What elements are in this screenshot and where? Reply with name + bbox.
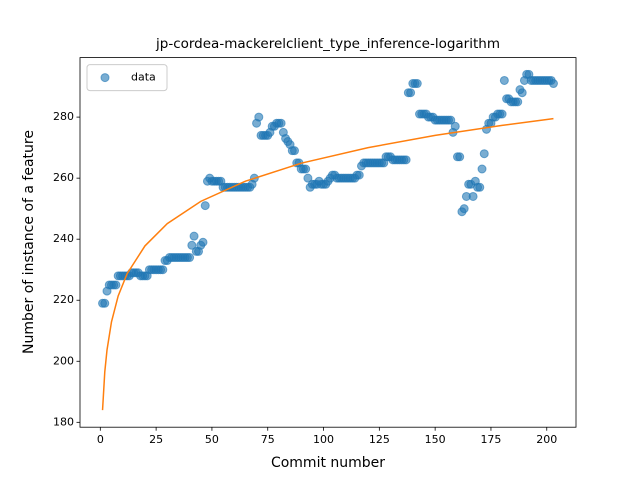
data-point <box>513 97 523 107</box>
legend-label: data <box>131 71 156 84</box>
data-point <box>290 146 300 156</box>
x-tick-label: 100 <box>313 433 334 446</box>
data-point <box>412 79 422 89</box>
chart-title: jp-cordea-mackerelclient_type_inference-… <box>155 36 500 52</box>
data-point <box>254 112 264 122</box>
data-point <box>301 164 311 174</box>
data-point <box>187 240 197 250</box>
x-tick-label: 150 <box>425 433 446 446</box>
legend-marker <box>100 73 110 83</box>
x-axis-label: Commit number <box>271 455 385 471</box>
data-point <box>198 237 208 247</box>
y-tick-label: 260 <box>53 171 74 184</box>
data-point <box>477 164 487 174</box>
data-point <box>158 265 168 275</box>
data-point <box>450 121 460 131</box>
data-point <box>497 109 507 119</box>
data-point <box>189 231 199 241</box>
legend: data <box>86 64 168 92</box>
x-tick-label: 50 <box>205 433 219 446</box>
y-tick-label: 240 <box>53 232 74 245</box>
x-tick-label: 25 <box>149 433 163 446</box>
data-point <box>499 75 509 85</box>
data-point <box>401 155 411 165</box>
y-tick-label: 180 <box>53 415 74 428</box>
y-tick-label: 200 <box>53 354 74 367</box>
legend-box <box>86 64 168 92</box>
y-tick-label: 280 <box>53 110 74 123</box>
x-tick-label: 200 <box>536 433 557 446</box>
data-point <box>446 115 456 125</box>
data-point <box>200 201 210 211</box>
data-point <box>548 79 558 89</box>
data-point <box>459 204 469 214</box>
x-tick-label: 0 <box>97 433 104 446</box>
x-tick-label: 75 <box>261 433 275 446</box>
data-point <box>111 280 121 290</box>
y-axis-label: Number of instance of a feature <box>21 130 37 354</box>
x-tick-label: 125 <box>369 433 390 446</box>
data-point <box>468 191 478 201</box>
plot-frame <box>79 57 577 428</box>
data-point <box>517 88 527 98</box>
data-point <box>185 253 195 263</box>
data-point <box>479 149 489 159</box>
data-point <box>475 182 485 192</box>
x-tick-label: 175 <box>480 433 501 446</box>
data-point <box>455 152 465 162</box>
data-point <box>406 88 416 98</box>
data-point <box>276 118 286 128</box>
data-point <box>303 173 313 183</box>
fit-line <box>101 117 554 411</box>
data-point <box>354 170 364 180</box>
data-point <box>100 298 110 308</box>
y-tick-label: 220 <box>53 293 74 306</box>
